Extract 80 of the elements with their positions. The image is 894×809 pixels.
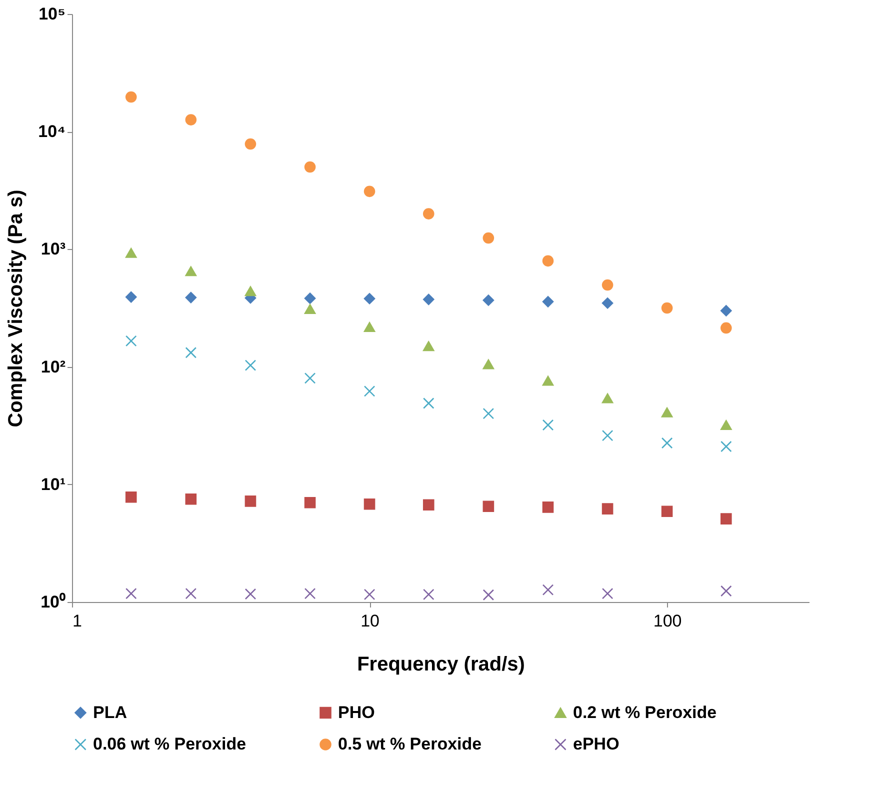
point — [720, 322, 732, 334]
point — [364, 322, 376, 332]
point — [364, 498, 376, 510]
point — [125, 588, 137, 600]
point — [304, 292, 316, 304]
legend-label: 0.06 wt % Peroxide — [93, 734, 246, 754]
x-tick-label: 100 — [653, 612, 682, 630]
y-tick-label: 10³ — [40, 240, 66, 259]
point — [661, 407, 673, 418]
point — [720, 585, 732, 597]
point — [422, 341, 434, 352]
y-tick-label: 10⁴ — [38, 122, 66, 142]
x-tick-label: 1 — [72, 612, 82, 630]
y-tick-label: 10² — [40, 357, 66, 376]
point — [304, 496, 316, 508]
point — [244, 286, 256, 296]
point — [304, 588, 316, 600]
point — [244, 138, 256, 150]
point — [602, 297, 614, 309]
point — [422, 588, 434, 600]
point — [720, 513, 732, 524]
point — [244, 360, 256, 371]
point — [422, 208, 434, 220]
point — [364, 588, 376, 600]
y-tick-label: 10⁰ — [40, 592, 66, 612]
point — [364, 186, 376, 198]
point — [720, 440, 732, 452]
point — [125, 248, 137, 258]
y-tick-label: 10¹ — [40, 474, 66, 494]
x-tick-label: 10 — [360, 612, 380, 630]
point — [125, 335, 137, 347]
point — [125, 291, 137, 303]
point — [304, 304, 316, 314]
point — [364, 292, 376, 304]
x-axis-title: Frequency (rad/s) — [357, 654, 525, 676]
point — [422, 398, 434, 409]
y-tick-label: 10⁵ — [38, 4, 66, 24]
point — [482, 232, 494, 244]
legend-label: 0.2 wt % Peroxide — [573, 702, 717, 722]
point — [602, 503, 614, 514]
legend-label: PLA — [93, 702, 127, 722]
point — [185, 114, 197, 126]
point — [482, 500, 494, 512]
point — [304, 161, 316, 173]
point — [542, 502, 554, 513]
point — [244, 496, 256, 507]
point — [720, 305, 732, 316]
point — [185, 266, 197, 276]
point — [542, 419, 554, 431]
point — [364, 386, 376, 397]
point — [125, 91, 137, 103]
point — [185, 346, 197, 358]
point — [602, 279, 614, 291]
point — [661, 302, 673, 314]
point — [482, 294, 494, 306]
point — [422, 499, 434, 511]
point — [482, 589, 494, 601]
legend-label: PHO — [338, 702, 375, 722]
point — [185, 292, 197, 304]
y-axis-title: Complex Viscosity (Pa s) — [5, 190, 28, 428]
legend-label: 0.5 wt % Peroxide — [338, 734, 482, 754]
point — [185, 493, 197, 505]
point — [602, 588, 614, 600]
point — [720, 420, 732, 430]
point — [661, 437, 673, 449]
point — [542, 296, 554, 308]
point — [185, 588, 197, 600]
point — [482, 408, 494, 420]
point — [602, 393, 614, 404]
legend-label: ePHO — [573, 734, 620, 754]
point — [661, 506, 673, 517]
point — [304, 372, 316, 384]
point — [542, 376, 554, 386]
point — [482, 359, 494, 370]
point — [125, 491, 137, 503]
point — [542, 584, 554, 596]
point — [602, 430, 614, 442]
point — [542, 255, 554, 267]
point — [244, 588, 256, 600]
point — [422, 294, 434, 306]
